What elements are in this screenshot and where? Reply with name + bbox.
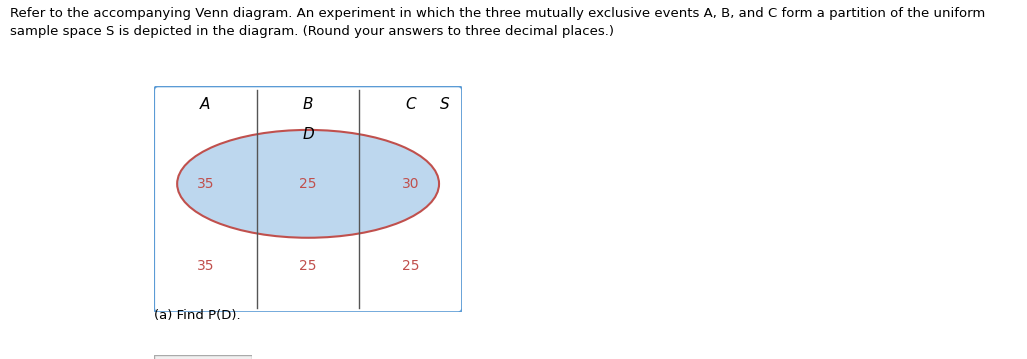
Text: (a) Find P(D).: (a) Find P(D). <box>154 309 240 322</box>
Text: 25: 25 <box>402 259 420 273</box>
Text: B: B <box>303 97 313 112</box>
Text: C: C <box>406 97 416 112</box>
Text: 30: 30 <box>402 177 420 191</box>
Text: Refer to the accompanying Venn diagram. An experiment in which the three mutuall: Refer to the accompanying Venn diagram. … <box>10 7 986 38</box>
Text: 35: 35 <box>196 177 215 191</box>
Text: D: D <box>302 127 314 142</box>
Text: S: S <box>440 97 450 112</box>
Text: 25: 25 <box>299 177 317 191</box>
Ellipse shape <box>178 130 440 238</box>
FancyBboxPatch shape <box>154 86 462 312</box>
Text: 35: 35 <box>196 259 215 273</box>
Text: 25: 25 <box>299 259 317 273</box>
Text: A: A <box>200 97 211 112</box>
